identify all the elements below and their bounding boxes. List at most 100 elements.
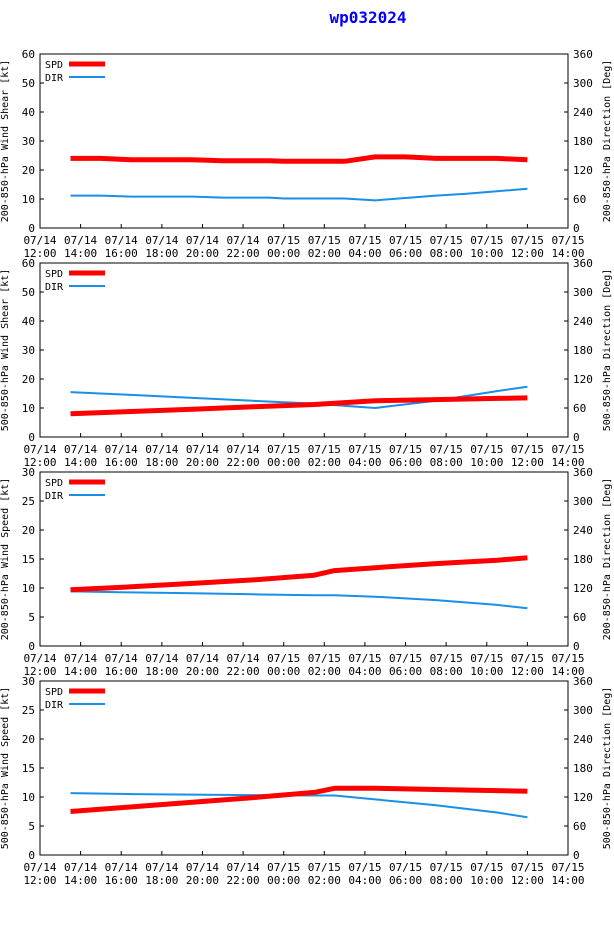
x-tick-label-date: 07/14	[64, 861, 97, 874]
y2-tick-label: 60	[573, 820, 586, 833]
plot-frame	[39, 53, 569, 229]
x-tick-label-date: 07/15	[551, 443, 584, 456]
x-tick-label-date: 07/15	[389, 234, 422, 247]
x-tick-label-time: 04:00	[348, 665, 381, 678]
y2-tick-label: 300	[573, 77, 593, 90]
x-tick-label-time: 14:00	[551, 247, 584, 260]
y2-tick-label: 60	[573, 193, 586, 206]
y-tick-label: 50	[22, 286, 35, 299]
x-tick-label-date: 07/15	[430, 234, 463, 247]
x-tick-label-date: 07/15	[551, 652, 584, 665]
x-tick-label-time: 10:00	[470, 247, 503, 260]
y-tick-label: 5	[28, 611, 35, 624]
legend-label-dir: DIR	[45, 73, 64, 84]
y2-tick-label: 240	[573, 733, 593, 746]
y2-axis-label: 200-850-hPa Direction [Deg]	[602, 60, 613, 223]
y2-tick-label: 120	[573, 582, 593, 595]
y-tick-label: 30	[22, 675, 35, 688]
x-tick-label-time: 08:00	[430, 456, 463, 469]
y2-tick-label: 300	[573, 704, 593, 717]
x-tick-label-time: 00:00	[267, 874, 300, 887]
y-tick-label: 0	[28, 222, 35, 235]
x-tick-label-date: 07/14	[186, 652, 219, 665]
y-tick-label: 30	[22, 466, 35, 479]
legend-label-dir: DIR	[45, 282, 64, 293]
x-tick-label-time: 08:00	[430, 247, 463, 260]
spd-series-line	[70, 154, 528, 164]
y2-tick-label: 240	[573, 524, 593, 537]
x-tick-label-time: 02:00	[308, 456, 341, 469]
x-tick-label-date: 07/15	[348, 861, 381, 874]
y-tick-label: 10	[22, 402, 35, 415]
x-tick-label-date: 07/15	[308, 443, 341, 456]
x-tick-label-date: 07/14	[64, 443, 97, 456]
x-tick-label-time: 22:00	[227, 665, 260, 678]
x-tick-label-date: 07/14	[145, 234, 178, 247]
x-tick-label-date: 07/15	[511, 443, 544, 456]
plot-frame	[39, 680, 569, 856]
x-tick-label-date: 07/14	[105, 443, 138, 456]
y2-tick-label: 0	[573, 849, 580, 862]
y-tick-label: 30	[22, 135, 35, 148]
x-tick-label-time: 06:00	[389, 874, 422, 887]
y-axis-label: 200-850-hPa Wind Shear [kt]	[0, 60, 11, 223]
y-tick-label: 10	[22, 791, 35, 804]
x-tick-label-date: 07/14	[227, 443, 260, 456]
chart-panel-2: 010203040506006012018024030036007/1412:0…	[0, 257, 613, 469]
y2-tick-label: 360	[573, 466, 593, 479]
x-tick-label-time: 18:00	[145, 247, 178, 260]
x-tick-label-time: 18:00	[145, 456, 178, 469]
y2-tick-label: 0	[573, 222, 580, 235]
y2-tick-label: 120	[573, 373, 593, 386]
x-tick-label-date: 07/15	[348, 652, 381, 665]
x-tick-label-time: 14:00	[551, 874, 584, 887]
x-tick-label-time: 10:00	[470, 874, 503, 887]
x-tick-label-date: 07/14	[227, 652, 260, 665]
y2-tick-label: 60	[573, 611, 586, 624]
legend-label-spd: SPD	[45, 687, 63, 698]
x-tick-label-date: 07/15	[389, 861, 422, 874]
y2-tick-label: 60	[573, 402, 586, 415]
y-axis-label: 500-850-hPa Wind Shear [kt]	[0, 269, 11, 432]
x-tick-label-time: 10:00	[470, 456, 503, 469]
chart-panel-4: 05101520253006012018024030036007/1412:00…	[0, 675, 613, 887]
x-tick-label-date: 07/15	[267, 234, 300, 247]
x-tick-label-date: 07/15	[551, 861, 584, 874]
x-tick-label-date: 07/14	[64, 234, 97, 247]
y-tick-label: 25	[22, 704, 35, 717]
y2-tick-label: 360	[573, 675, 593, 688]
x-tick-label-date: 07/15	[308, 234, 341, 247]
x-tick-label-time: 18:00	[145, 665, 178, 678]
x-tick-label-time: 14:00	[551, 456, 584, 469]
x-tick-label-date: 07/15	[389, 443, 422, 456]
x-tick-label-date: 07/15	[470, 234, 503, 247]
x-tick-label-date: 07/15	[308, 861, 341, 874]
x-tick-label-date: 07/14	[23, 861, 56, 874]
y2-tick-label: 0	[573, 640, 580, 653]
x-tick-label-date: 07/15	[470, 443, 503, 456]
x-tick-label-time: 06:00	[389, 665, 422, 678]
y-axis-label: 200-850-hPa Wind Speed [kt]	[0, 478, 11, 641]
x-tick-label-time: 12:00	[511, 247, 544, 260]
x-tick-label-date: 07/14	[105, 652, 138, 665]
legend-label-dir: DIR	[45, 700, 64, 711]
figure-title: wp032024	[329, 8, 407, 27]
x-tick-label-date: 07/14	[186, 443, 219, 456]
y2-tick-label: 300	[573, 286, 593, 299]
dir-series-line	[70, 590, 528, 610]
x-tick-label-date: 07/14	[105, 234, 138, 247]
x-tick-label-time: 12:00	[511, 874, 544, 887]
y2-tick-label: 300	[573, 495, 593, 508]
x-tick-label-time: 06:00	[389, 456, 422, 469]
y2-tick-label: 120	[573, 791, 593, 804]
y-tick-label: 10	[22, 582, 35, 595]
x-tick-label-time: 06:00	[389, 247, 422, 260]
y2-tick-label: 180	[573, 553, 593, 566]
chart-panel-3: 05101520253006012018024030036007/1412:00…	[0, 466, 613, 678]
x-tick-label-date: 07/15	[267, 443, 300, 456]
y-tick-label: 20	[22, 524, 35, 537]
x-tick-label-date: 07/15	[551, 234, 584, 247]
x-tick-label-time: 00:00	[267, 665, 300, 678]
x-tick-label-time: 12:00	[511, 456, 544, 469]
y2-tick-label: 240	[573, 106, 593, 119]
